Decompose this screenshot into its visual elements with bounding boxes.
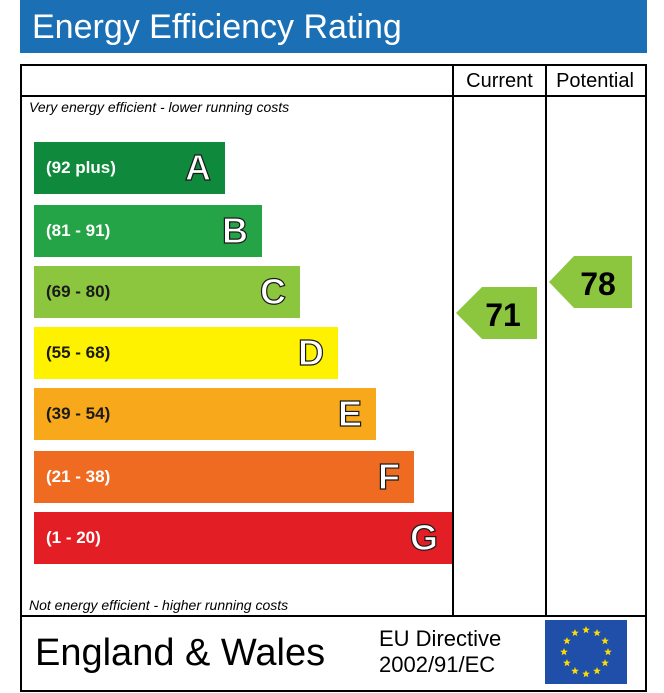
potential-rating-value: 78 xyxy=(580,266,616,302)
region-label: England & Wales xyxy=(35,632,326,674)
rating-table xyxy=(20,64,647,692)
band-letter: A xyxy=(184,146,211,188)
band-g: (1 - 20) G xyxy=(34,512,452,564)
current-rating-arrow: 71 xyxy=(456,287,537,339)
star-icon xyxy=(593,667,601,675)
eu-stars xyxy=(560,626,612,678)
star-icon xyxy=(582,670,590,678)
band-a: (92 plus) A xyxy=(34,142,225,194)
footer-divider xyxy=(20,615,647,617)
directive-line-1: EU Directive xyxy=(379,626,502,651)
current-column-header: Current xyxy=(466,70,533,92)
band-b: (81 - 91) B xyxy=(34,205,262,257)
band-range-label: (92 plus) xyxy=(46,158,116,177)
band-range-label: (55 - 68) xyxy=(46,343,111,362)
band-range-label: (69 - 80) xyxy=(46,282,111,301)
band-c: (69 - 80) C xyxy=(34,266,300,318)
star-icon xyxy=(582,626,590,634)
band-letter: F xyxy=(377,455,400,497)
potential-rating-arrow: 78 xyxy=(549,256,632,308)
band-e: (39 - 54) E xyxy=(34,388,376,440)
band-letter: C xyxy=(259,270,286,312)
band-letter: D xyxy=(297,331,324,373)
star-icon xyxy=(604,648,612,656)
star-icon xyxy=(571,667,579,675)
title-bar: Energy Efficiency Rating xyxy=(20,0,647,53)
band-f: (21 - 38) F xyxy=(34,451,414,503)
top-note: Very energy efficient - lower running co… xyxy=(29,99,290,115)
band-letter: E xyxy=(337,392,362,434)
star-icon xyxy=(560,648,568,656)
bottom-note: Not energy efficient - higher running co… xyxy=(29,597,289,613)
header-divider xyxy=(20,95,647,97)
current-rating-value: 71 xyxy=(485,297,521,333)
potential-column-divider xyxy=(545,64,547,617)
current-column-divider xyxy=(452,64,454,617)
band-letter: G xyxy=(409,516,438,558)
star-icon xyxy=(563,637,571,645)
directive-line-2: 2002/91/EC xyxy=(379,652,496,677)
band-range-label: (21 - 38) xyxy=(46,467,111,486)
potential-column-header: Potential xyxy=(556,70,634,92)
band-letter: B xyxy=(221,209,248,251)
star-icon xyxy=(571,628,579,637)
band-range-label: (81 - 91) xyxy=(46,221,111,240)
band-range-label: (39 - 54) xyxy=(46,404,111,423)
directive-label: EU Directive 2002/91/EC xyxy=(379,626,501,678)
eu-flag-icon xyxy=(545,620,627,684)
band-range-label: (1 - 20) xyxy=(46,528,101,547)
star-icon xyxy=(601,637,609,645)
page-title: Energy Efficiency Rating xyxy=(32,8,402,46)
star-icon xyxy=(593,628,601,637)
star-icon xyxy=(563,659,571,667)
band-d: (55 - 68) D xyxy=(34,327,338,379)
star-icon xyxy=(601,659,609,667)
